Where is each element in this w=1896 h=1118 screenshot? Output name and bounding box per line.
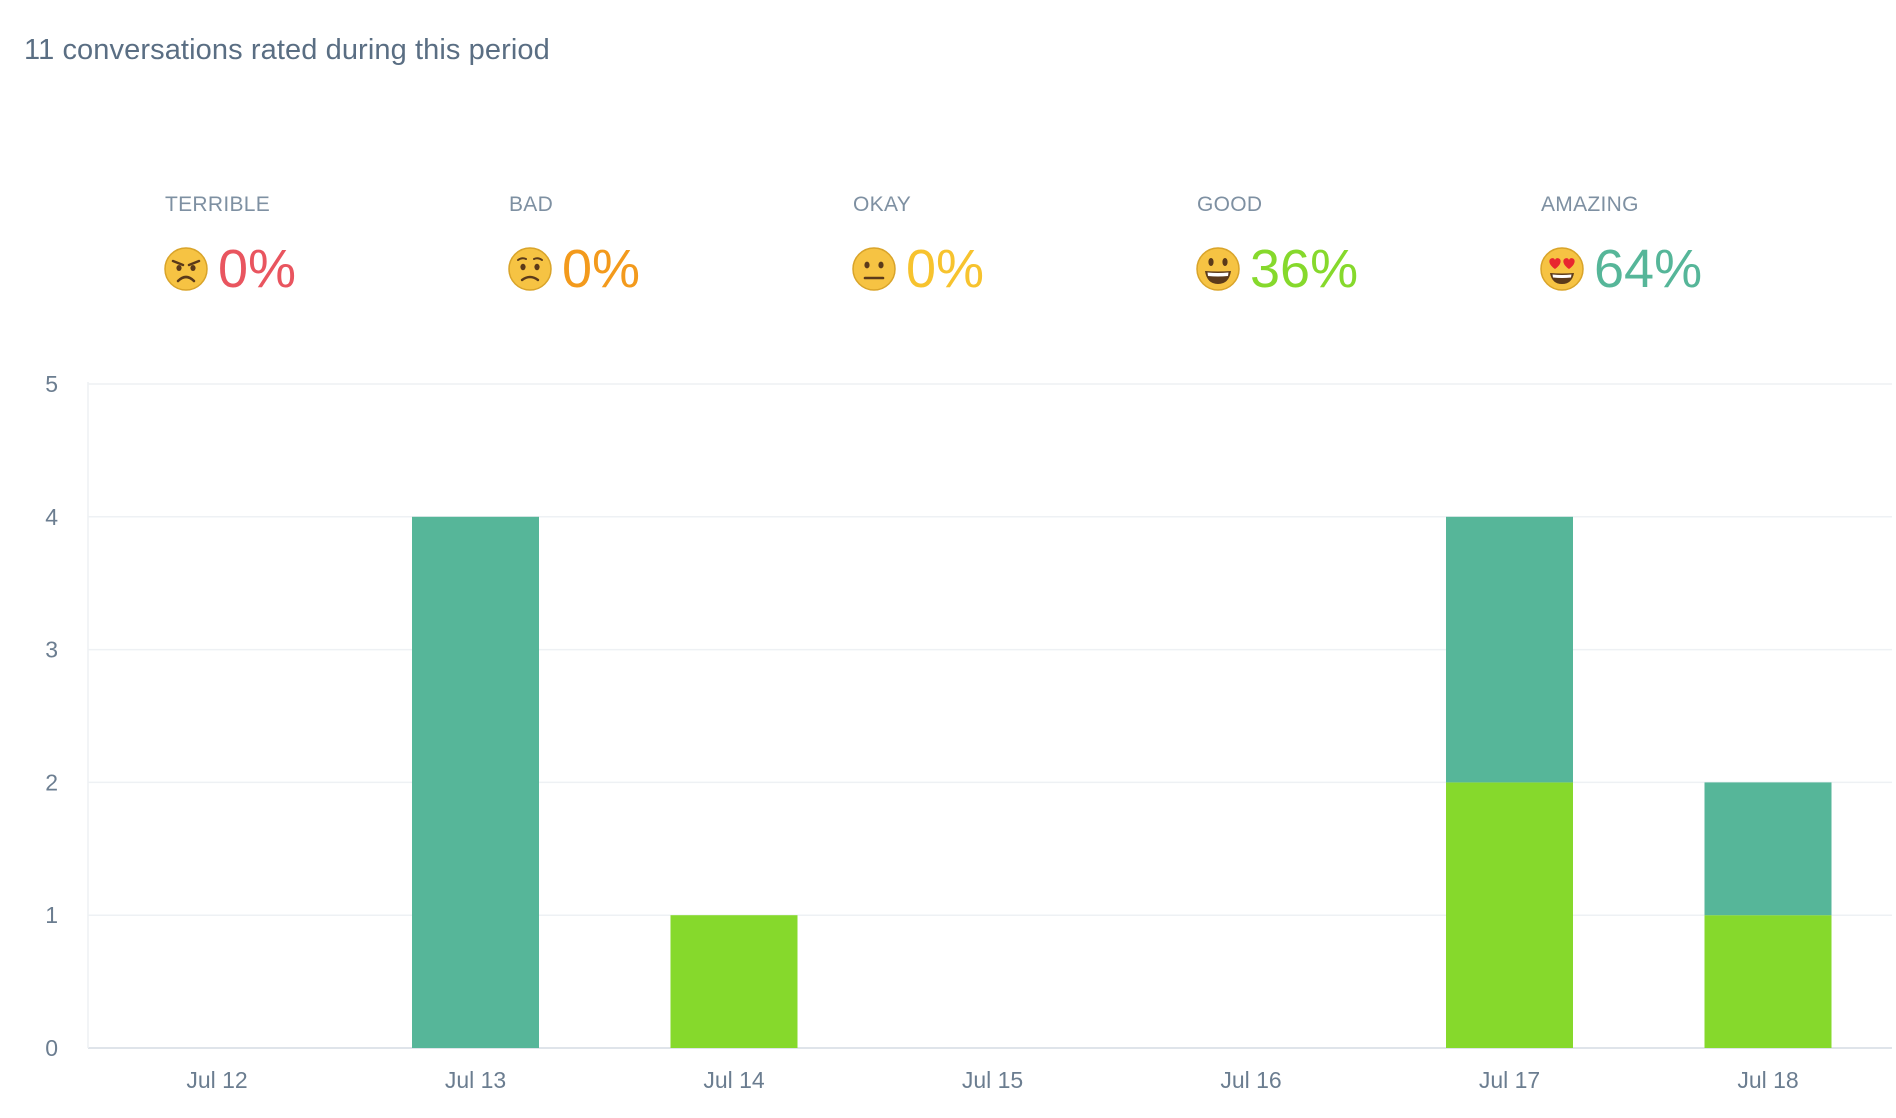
bar-segment[interactable] [670,915,798,1048]
bar-segment[interactable] [1446,782,1573,1048]
x-tick-label: Jul 17 [1479,1067,1540,1090]
y-tick-label: 5 [45,371,58,397]
rating-value: 36% [1250,239,1359,299]
y-tick-label: 3 [45,637,58,663]
x-tick-label: Jul 13 [445,1067,506,1090]
x-tick-label: Jul 16 [1220,1067,1281,1090]
rating-value: 0% [562,239,641,299]
bar-segment[interactable] [1446,516,1573,783]
rating-label: TERRIBLE [165,193,271,216]
frowning-face-icon [508,247,552,291]
ratings-bar-chart: 0 1 2 3 4 5 Jul 12 Jul 13 Jul 14 Jul 15 Jul 16 Jul … [45,371,1892,1090]
summary-text: 11 conversations rated during this perio… [24,34,550,66]
heart-eyes-face-icon [1540,247,1584,291]
y-tick-label: 0 [45,1035,58,1061]
bar-segment[interactable] [1704,915,1832,1048]
rating-label: BAD [509,193,554,216]
rating-terrible: TERRIBLE 0% [163,193,483,296]
rating-value: 0% [906,239,985,299]
rating-good: GOOD 36% [1195,193,1515,296]
bar-segment[interactable] [412,516,539,1048]
rating-amazing: AMAZING 64% [1539,193,1859,296]
neutral-face-icon [852,247,896,291]
x-tick-label: Jul 12 [186,1067,247,1090]
rating-label: AMAZING [1541,193,1639,216]
angry-face-icon [164,247,208,291]
rating-value: 64% [1594,239,1703,299]
rating-bad: BAD 0% [507,193,827,296]
smiling-face-icon [1196,247,1240,291]
bar-segment[interactable] [1704,782,1832,916]
y-tick-label: 1 [45,902,58,928]
rating-label: OKAY [853,193,911,216]
rating-okay: OKAY 0% [851,193,1171,296]
y-tick-label: 4 [45,504,58,530]
rating-label: GOOD [1197,193,1263,216]
rating-value: 0% [218,239,297,299]
y-tick-label: 2 [45,769,58,795]
x-tick-label: Jul 15 [962,1067,1023,1090]
x-tick-label: Jul 14 [703,1067,765,1090]
x-tick-label: Jul 18 [1737,1067,1798,1090]
